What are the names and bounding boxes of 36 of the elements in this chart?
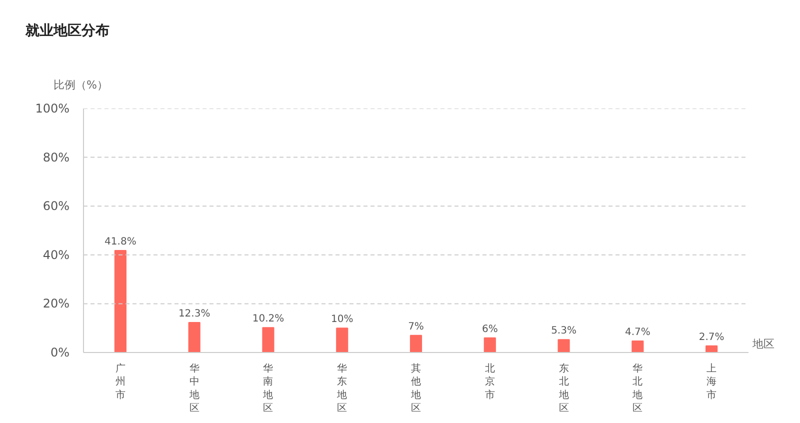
bar: [706, 345, 718, 352]
y-tick-label: 20%: [42, 296, 70, 311]
bar: [410, 334, 422, 352]
data-label: 2.7%: [698, 332, 724, 343]
x-tick-label: 华东地区: [336, 362, 348, 414]
x-tick-label: 东北地区: [558, 362, 569, 414]
data-label: 41.8%: [104, 236, 136, 248]
x-tick-label: 华中地区: [188, 362, 200, 414]
data-label: 6%: [482, 324, 498, 335]
x-tick-label: 华南地区: [262, 362, 274, 414]
bar: [262, 327, 274, 352]
x-tick-label: 上海市: [706, 362, 717, 401]
data-label: 7%: [408, 321, 424, 332]
bar: [188, 322, 200, 352]
y-tick-label: 0%: [50, 346, 70, 360]
data-label: 5.3%: [551, 326, 576, 337]
y-tick-label: 60%: [42, 199, 70, 214]
bar: [558, 339, 570, 352]
x-tick-label: 北京市: [484, 362, 495, 401]
bar: [114, 250, 126, 352]
chart-title: 就业地区分布: [24, 23, 110, 39]
y-tick-label: 40%: [42, 248, 70, 262]
y-axis-title: 比例（%）: [54, 78, 108, 92]
data-label: 12.3%: [178, 308, 210, 320]
y-tick-label: 80%: [42, 150, 70, 164]
x-tick-label: 华北地区: [632, 362, 643, 414]
x-axis-title: 地区: [752, 338, 774, 350]
x-tick-label: 其他地区: [410, 362, 421, 414]
data-label: 4.7%: [624, 327, 650, 338]
bar: [484, 337, 496, 352]
data-label: 10%: [331, 314, 354, 326]
data-label: 10.2%: [252, 314, 284, 325]
bar: [632, 340, 644, 352]
y-tick-label: 100%: [35, 102, 70, 116]
bar: [336, 328, 348, 352]
x-tick-label: 广州市: [115, 362, 126, 401]
